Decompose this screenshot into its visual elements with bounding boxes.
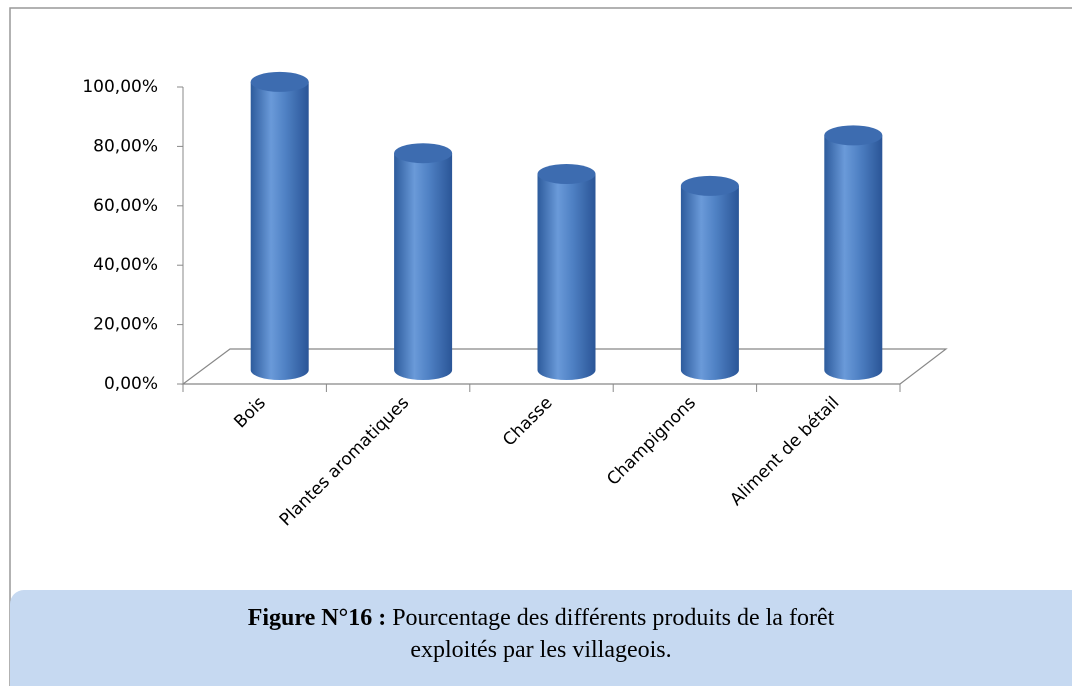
bar-top (394, 143, 453, 164)
bar (394, 143, 453, 380)
caption-text: exploités par les villageois. (410, 637, 672, 663)
caption: Figure N°16 : Pourcentage des différents… (10, 590, 1072, 686)
y-tick-label: 60,00% (93, 196, 158, 216)
bar-top (537, 163, 596, 184)
y-tick-label: 40,00% (93, 255, 158, 275)
bar-top (250, 71, 309, 92)
y-tick-label: 20,00% (93, 315, 158, 335)
x-tick-label: Chasse (499, 393, 556, 450)
bar-body (680, 185, 739, 380)
bar-body (537, 173, 596, 380)
x-tick-label: Plantes aromatiques (276, 393, 413, 530)
x-tick-label: Champignons (603, 393, 700, 490)
floor (181, 348, 948, 385)
bar (537, 163, 596, 380)
x-tick-label: Aliment de bétail (726, 393, 843, 510)
y-tick-label: 80,00% (93, 136, 158, 156)
bar-body (824, 135, 883, 380)
bar-top (680, 175, 739, 196)
bar (824, 125, 883, 380)
bar-body (394, 153, 453, 380)
bar-top (824, 125, 883, 146)
bar-body (250, 81, 309, 380)
bar (250, 71, 309, 380)
frame (9, 7, 1072, 686)
caption-text: Pourcentage des différents produits de l… (392, 605, 835, 631)
x-tick-label: Bois (230, 393, 269, 432)
y-tick-label: 0,00% (104, 374, 158, 394)
y-tick-label: 100,00% (82, 77, 158, 97)
caption-label: Figure N°16 : (247, 605, 387, 631)
bar (680, 175, 739, 380)
